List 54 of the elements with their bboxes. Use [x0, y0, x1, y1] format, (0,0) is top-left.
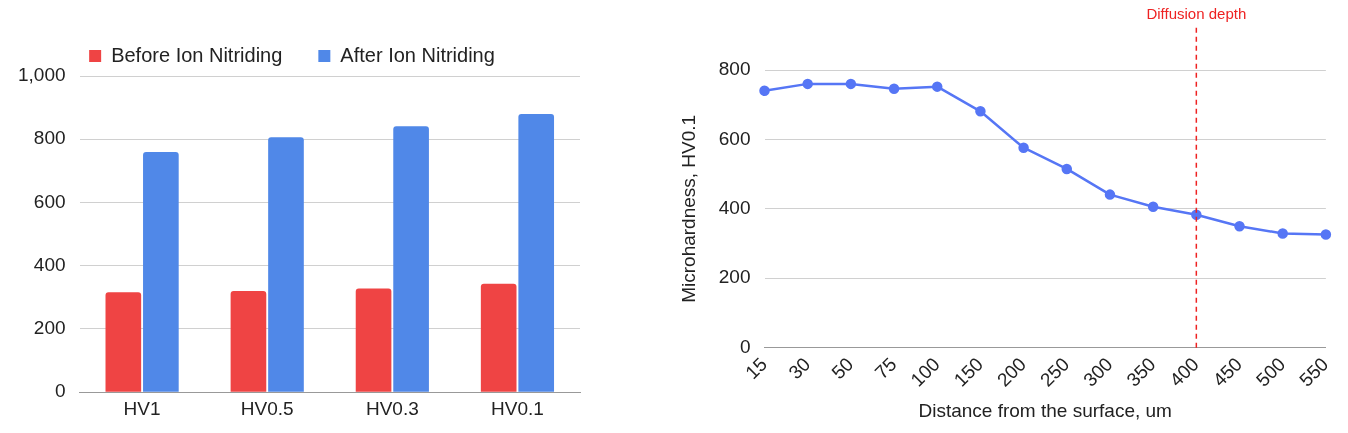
y-tick-label: 200	[33, 317, 66, 339]
y-tick-label: 800	[718, 58, 751, 80]
point	[1277, 228, 1288, 239]
bar	[143, 151, 179, 392]
bar	[105, 292, 142, 392]
point	[1104, 189, 1116, 200]
point	[1320, 229, 1332, 240]
point	[975, 106, 986, 117]
x-tick-label: HV0.5	[240, 397, 294, 419]
bar	[230, 291, 267, 392]
point	[802, 78, 813, 90]
x-tick-label: 150	[949, 353, 987, 391]
legend-label: After Ion Nitriding	[340, 43, 495, 66]
x-tick-label: 75	[870, 353, 901, 384]
x-tick-label: 500	[1251, 353, 1290, 391]
x-tick-label: HV0.3	[365, 397, 419, 419]
x-tick-label: 300	[1079, 353, 1117, 391]
point	[1191, 209, 1202, 220]
x-tick-label: 200	[992, 353, 1031, 391]
bar	[480, 283, 517, 392]
y-tick-label: 600	[718, 127, 751, 149]
x-tick-label: 350	[1122, 353, 1160, 391]
y-tick-label: 400	[718, 197, 751, 219]
point	[1061, 163, 1073, 175]
bar	[355, 288, 392, 392]
bar	[393, 126, 429, 392]
x-tick-label: 50	[827, 353, 858, 384]
x-tick-label: 250	[1036, 353, 1074, 391]
ref-line-label: Diffusion depth	[1146, 4, 1247, 22]
x-tick-label: 30	[784, 353, 815, 384]
legend-label: Before Ion Nitriding	[111, 43, 283, 66]
x-tick-label: 400	[1165, 353, 1203, 391]
x-axis-title: Distance from the surface, um	[918, 399, 1172, 421]
x-tick-label: 100	[906, 353, 944, 391]
point	[931, 81, 943, 92]
y-tick-label: 1,000	[18, 64, 66, 86]
point	[1018, 142, 1029, 153]
x-tick-label: 550	[1295, 353, 1333, 391]
y-tick-label: 200	[718, 266, 751, 288]
bar	[268, 137, 304, 392]
y-tick-label: 0	[54, 380, 66, 402]
point	[845, 78, 857, 90]
point	[1147, 201, 1159, 212]
y-tick-label: 800	[33, 127, 66, 149]
x-tick-label: 450	[1208, 353, 1247, 391]
point	[759, 85, 770, 97]
point	[888, 83, 900, 94]
y-tick-label: 600	[33, 190, 66, 212]
x-tick-label: HV1	[123, 397, 161, 419]
x-tick-label: HV0.1	[491, 397, 544, 419]
bar	[518, 113, 555, 392]
y-tick-label: 400	[33, 253, 66, 275]
y-axis-title: Microhardness, HV0.1	[677, 114, 699, 303]
point	[1234, 220, 1245, 232]
